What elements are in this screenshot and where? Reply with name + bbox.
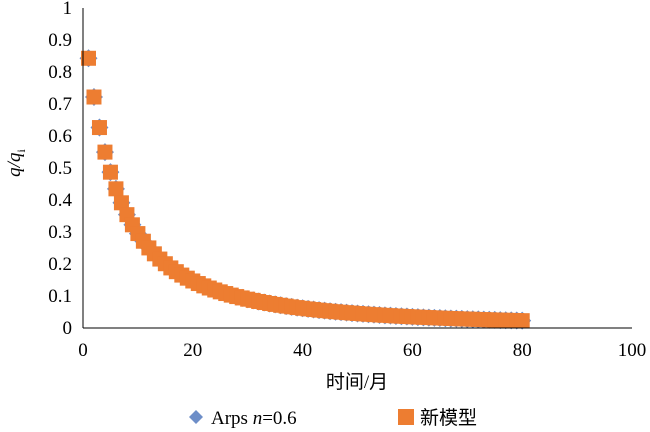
x-tick-label: 100 [618,340,647,361]
y-axis-title-main: q/q [4,152,25,177]
new-model-square-point [102,164,118,180]
x-tick-label: 20 [183,340,202,361]
new-model-square-point [514,313,530,329]
legend-item-arps: Arps n=0.6 [189,408,297,429]
new-model-square-point [113,195,129,211]
y-tick-label: 0.9 [48,30,72,51]
x-tick-label: 80 [513,340,532,361]
y-tick-label: 0.7 [48,94,72,115]
y-tick-label: 0.6 [48,126,72,147]
new-model-square-point [86,89,102,105]
y-tick-labels: 0 0.1 0.2 0.3 0.4 0.5 0.6 0.7 0.8 0.9 1 [48,0,72,339]
y-tick-label: 0.8 [48,62,72,83]
y-axis-title: q/qi [4,149,28,177]
x-tick-label: 0 [78,340,88,361]
legend-label-arps: Arps n=0.6 [211,408,297,429]
y-axis-title-sub: i [14,149,28,153]
legend-diamond-marker [189,410,203,424]
legend-label-new-model: 新模型 [420,407,477,429]
y-tick-label: 1 [63,0,73,19]
y-tick-label: 0.5 [48,158,72,179]
legend-item-new-model: 新模型 [398,407,477,429]
new-model-square-point [91,120,107,136]
legend: Arps n=0.6 新模型 [189,407,477,429]
y-tick-label: 0 [63,318,73,339]
new-model-square-point [80,50,96,66]
new-model-square-point [108,181,124,197]
legend-square-marker [398,409,414,425]
y-tick-label: 0.4 [48,190,72,211]
x-tick-labels: 0 20 40 60 80 100 [78,340,646,361]
y-tick-label: 0.2 [48,254,72,275]
new-model-square-point [97,144,113,160]
x-tick-label: 40 [293,340,312,361]
plot-area [79,49,532,330]
x-axis-title: 时间/月 [326,371,388,393]
x-tick-label: 60 [403,340,422,361]
y-tick-label: 0.3 [48,222,72,243]
axes [82,8,632,329]
y-tick-label: 0.1 [48,286,72,307]
